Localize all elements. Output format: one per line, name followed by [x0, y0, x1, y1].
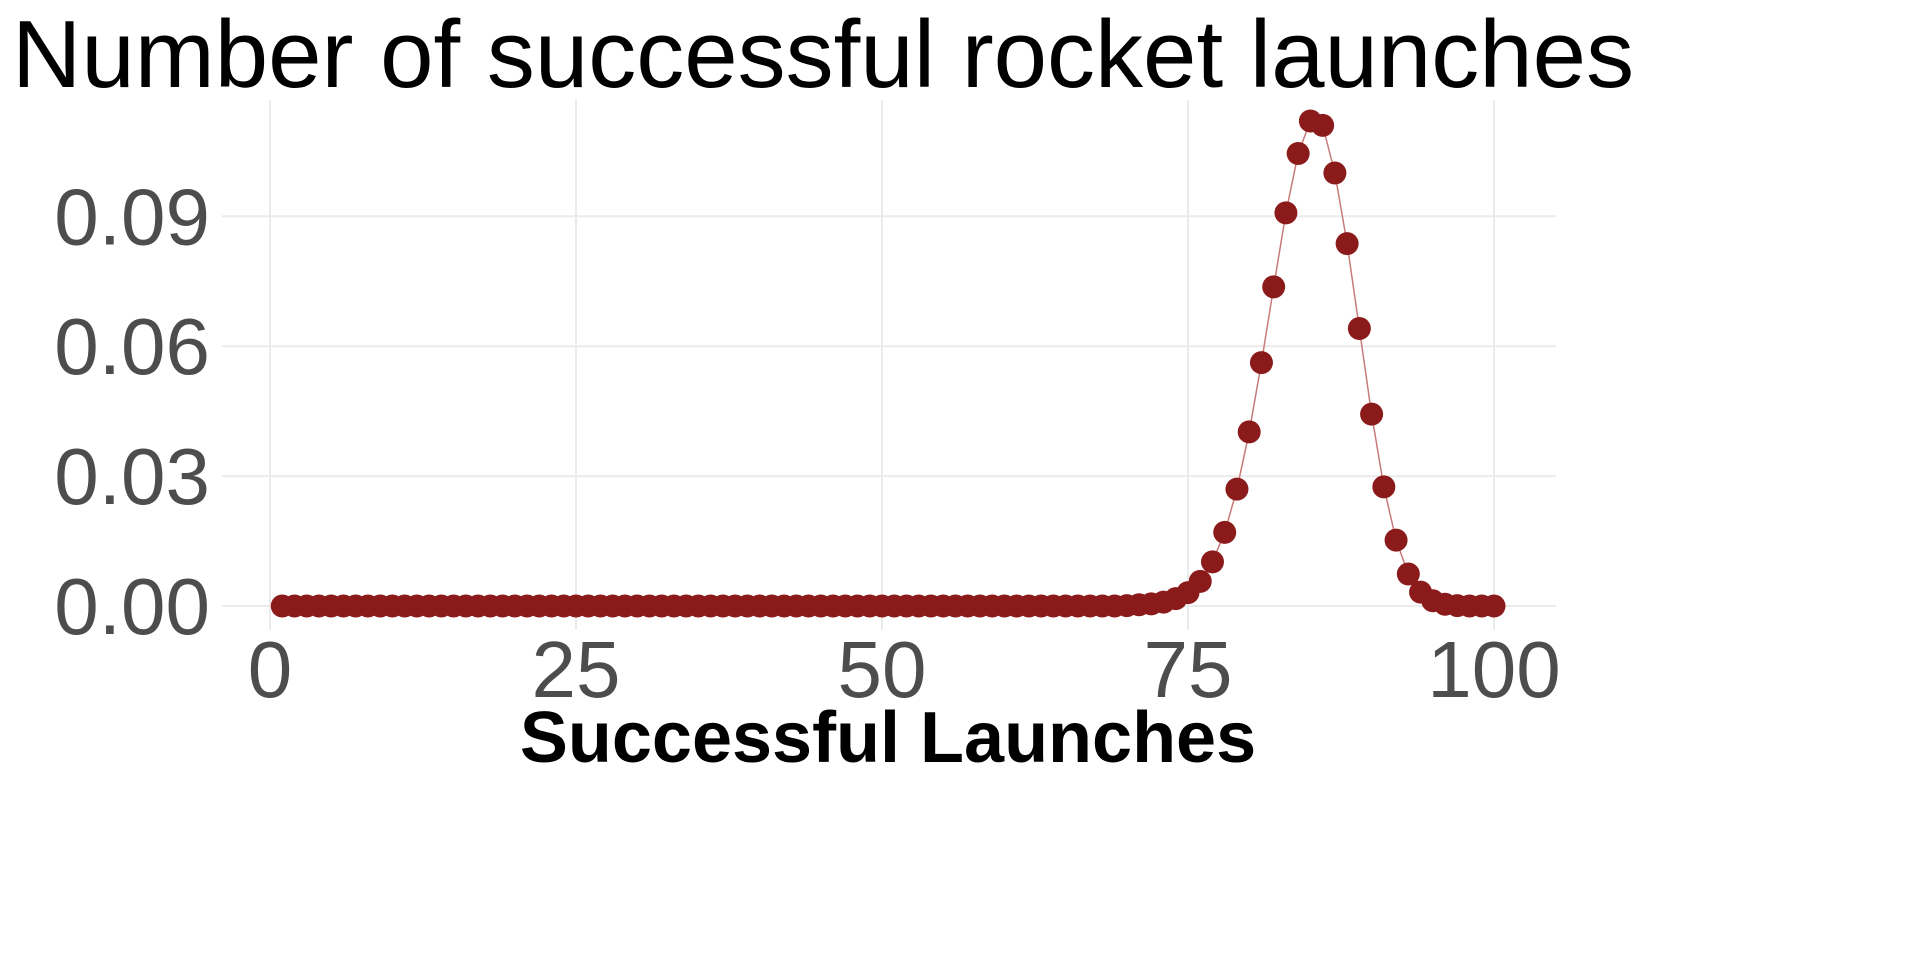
- point-layer: [270, 109, 1506, 618]
- data-point: [1249, 351, 1273, 375]
- data-point: [1335, 232, 1359, 256]
- data-point: [1347, 316, 1371, 340]
- data-point: [1237, 420, 1261, 444]
- data-point: [1274, 201, 1298, 225]
- chart-title: Number of successful rocket launches: [12, 1, 1635, 108]
- x-tick-label: 25: [532, 625, 621, 714]
- y-tick-label: 0.03: [54, 432, 210, 521]
- x-axis-title: Successful Launches: [520, 698, 1256, 778]
- data-point: [1360, 402, 1384, 426]
- x-tick-label: 75: [1144, 625, 1233, 714]
- x-tick-label: 100: [1427, 625, 1560, 714]
- line-layer: [282, 120, 1494, 607]
- data-point: [1396, 562, 1420, 586]
- data-point: [1200, 550, 1224, 574]
- data-point: [1482, 594, 1506, 618]
- data-point: [1188, 569, 1212, 593]
- data-point: [1262, 275, 1286, 299]
- y-tick-label: 0.00: [54, 562, 210, 651]
- tick-label-layer: 0 25 50 75 100 0.00 0.03 0.06 0.09: [54, 172, 1560, 714]
- data-point: [1286, 142, 1310, 166]
- y-tick-label: 0.06: [54, 302, 210, 391]
- data-point: [1384, 528, 1408, 552]
- y-tick-label: 0.09: [54, 172, 210, 261]
- data-point: [1311, 113, 1335, 137]
- x-tick-label: 0: [248, 625, 293, 714]
- x-tick-label: 50: [838, 625, 927, 714]
- data-point: [1213, 520, 1237, 544]
- data-point: [1372, 475, 1396, 499]
- grid-layer: [222, 100, 1556, 630]
- series-line: [282, 120, 1494, 607]
- data-point: [1323, 161, 1347, 185]
- data-point: [1225, 477, 1249, 501]
